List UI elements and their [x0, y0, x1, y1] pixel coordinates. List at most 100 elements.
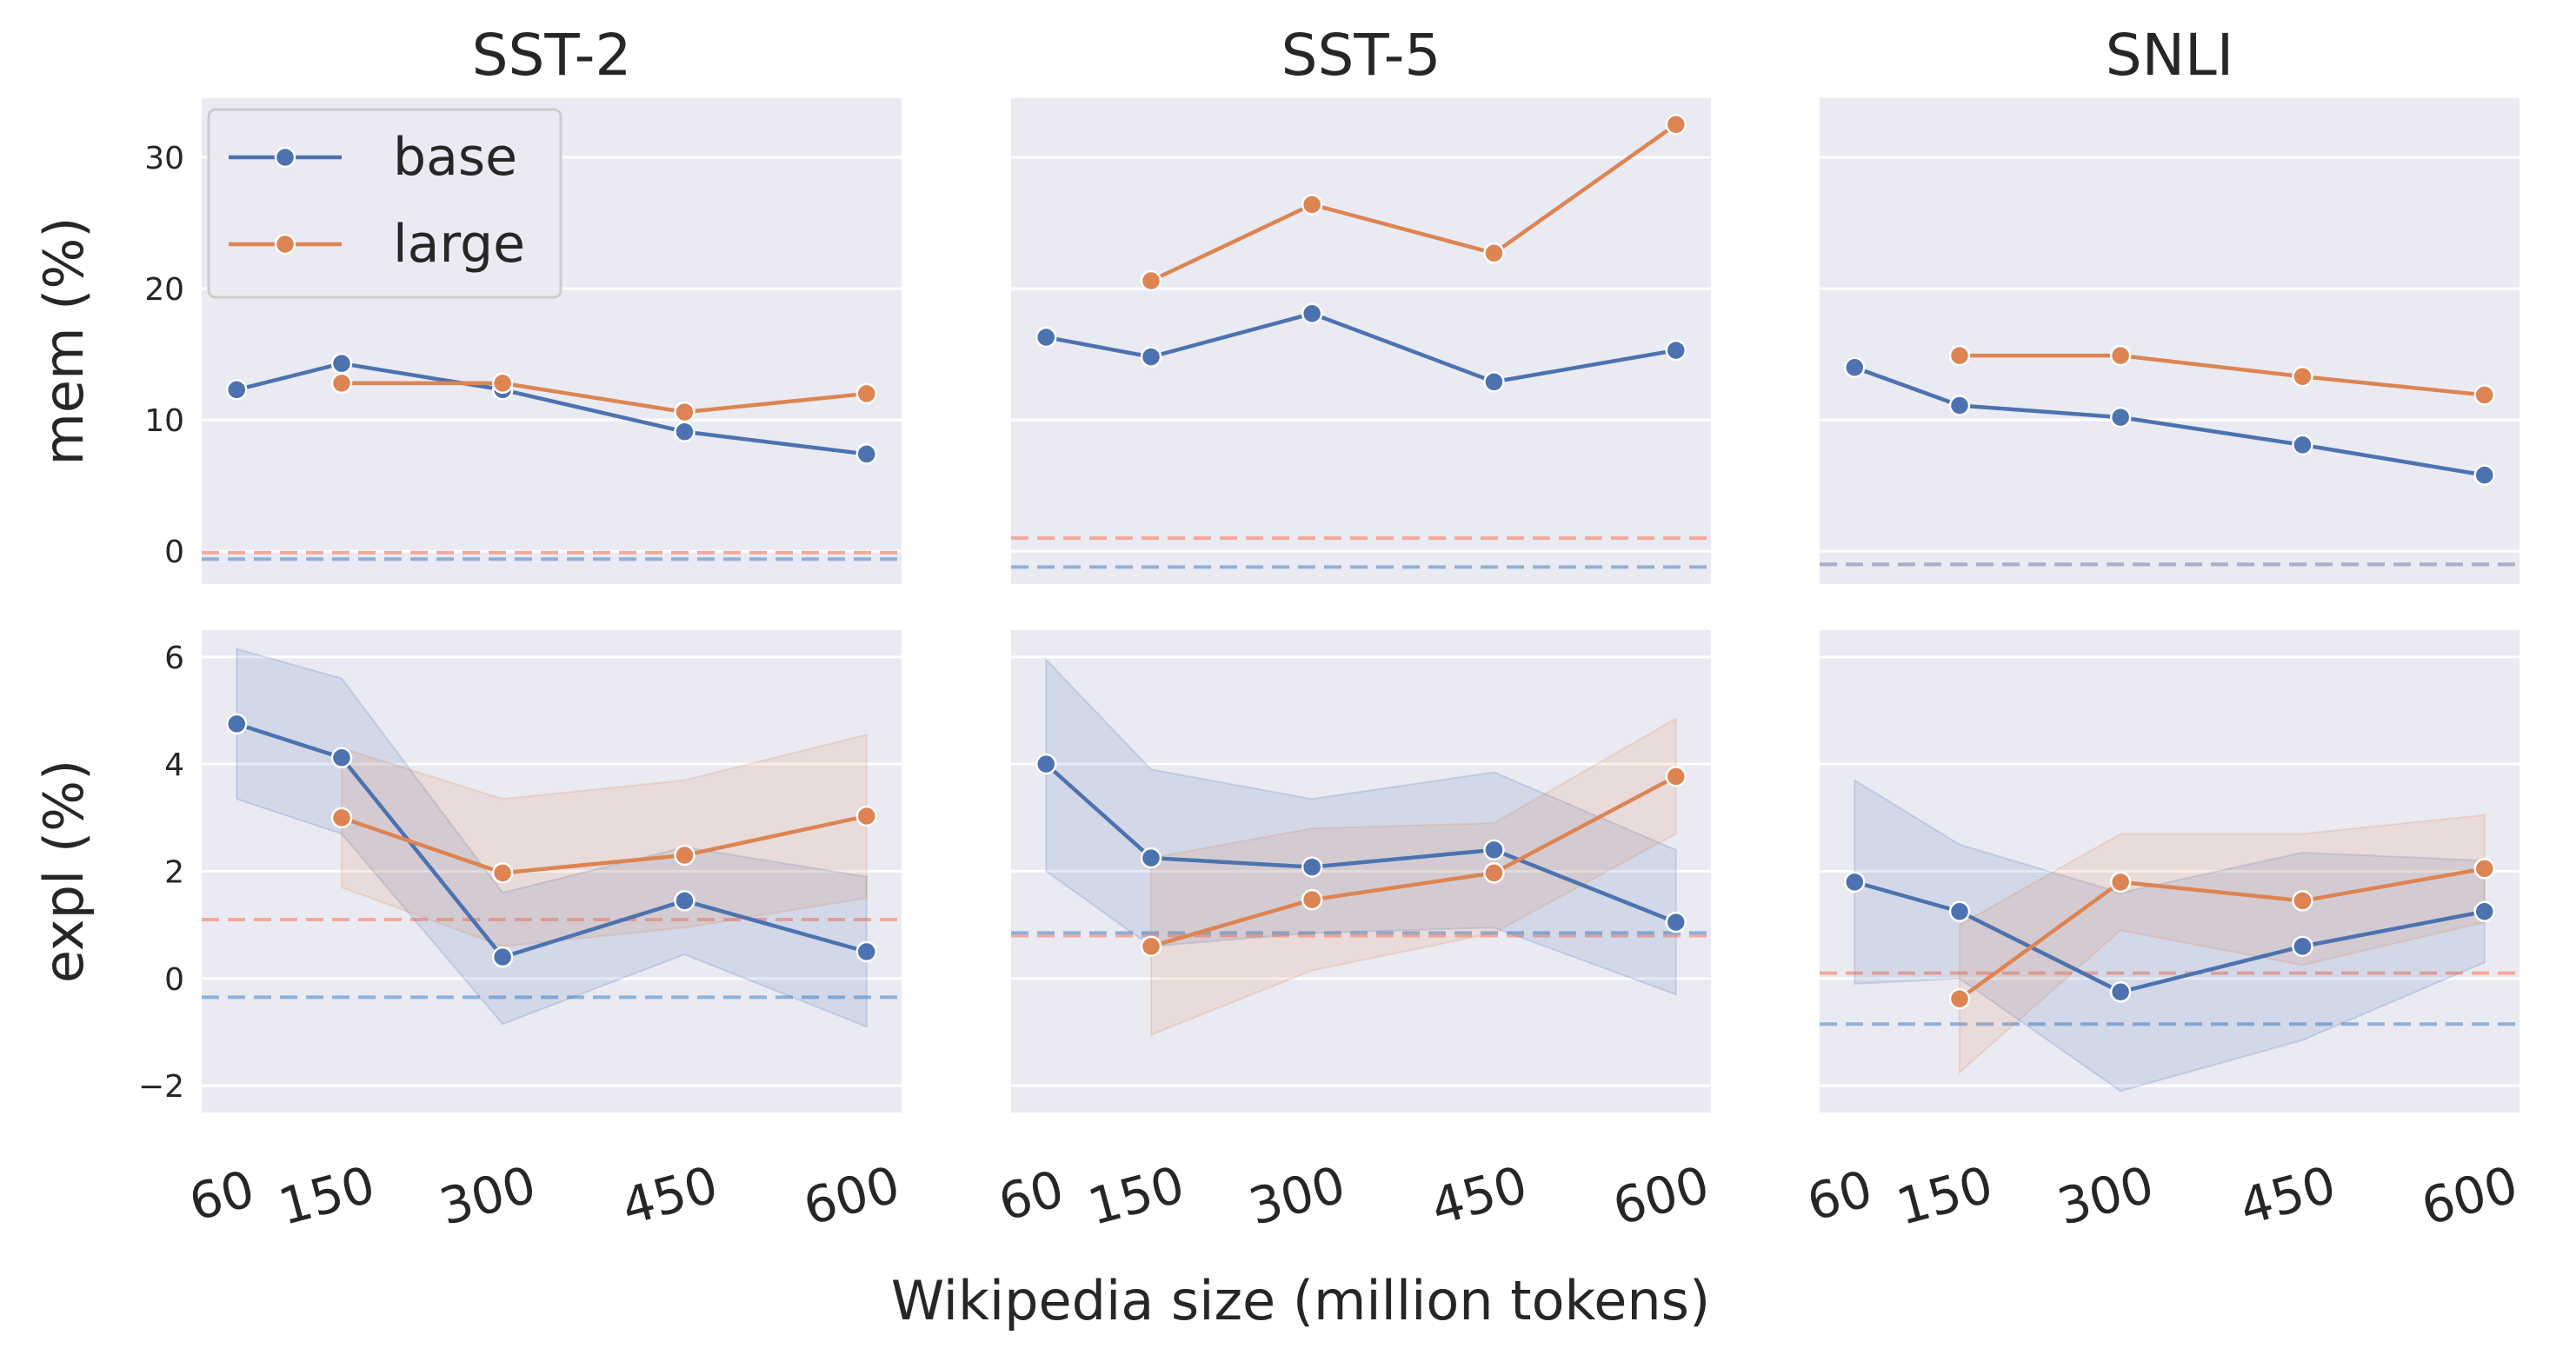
- confidence-band-base: [1854, 778, 2486, 1093]
- legend-marker-large: [274, 233, 296, 256]
- data-point-large: [1140, 269, 1162, 292]
- x-tick-label: 600: [797, 1155, 906, 1237]
- legend-label-large: large: [393, 214, 525, 275]
- y-tick-label: 30: [144, 141, 184, 176]
- x-tick-label: 60: [993, 1159, 1070, 1232]
- y-tick-label: −2: [138, 1069, 184, 1105]
- data-point-base: [2109, 406, 2132, 428]
- data-point-base: [226, 379, 248, 401]
- data-point-base: [1844, 871, 1866, 893]
- series-line-large: [1960, 353, 2485, 397]
- y-tick-label: 4: [164, 747, 184, 783]
- data-point-large: [2292, 366, 2313, 388]
- x-tick-label: 150: [1082, 1155, 1191, 1237]
- data-point-base: [1948, 395, 1971, 416]
- data-point-base: [2292, 434, 2313, 456]
- data-point-base: [1301, 856, 1323, 878]
- data-point-large: [1483, 862, 1505, 884]
- x-tick-label: 300: [1243, 1155, 1352, 1237]
- legend-marker-base: [274, 146, 296, 169]
- panel-snli-expl: [1820, 630, 2519, 1113]
- series-line-large: [1150, 123, 1678, 283]
- x-tick-label: 450: [2233, 1155, 2342, 1237]
- confidence-band-large: [341, 733, 868, 947]
- data-point-large: [491, 372, 514, 395]
- data-point-base: [2473, 464, 2495, 486]
- y-axis-label: mem (%): [32, 217, 96, 466]
- panel-title: SNLI: [2106, 22, 2234, 89]
- data-point-base: [491, 946, 514, 968]
- series-line-large: [342, 381, 867, 415]
- panel-title: SST-2: [472, 22, 632, 89]
- x-tick-label: 450: [1425, 1155, 1534, 1237]
- y-axis-label: expl (%): [32, 760, 96, 983]
- x-tick-label: 60: [1801, 1159, 1879, 1232]
- data-point-base: [1035, 753, 1057, 775]
- y-tick-label: 2: [164, 855, 184, 891]
- data-point-large: [855, 382, 877, 405]
- panel-background: [1011, 98, 1711, 584]
- confidence-band-large: [1150, 717, 1677, 1037]
- confidence-band-base: [1045, 657, 1677, 996]
- data-point-base: [855, 940, 877, 963]
- panel-title: SST-5: [1281, 22, 1441, 89]
- column-titles: SST-2 SST-5 SNLI: [472, 22, 2234, 89]
- x-axis-label: Wikipedia size (million tokens): [891, 1269, 1710, 1332]
- panel-sst2-expl: −2 0 2 4 6: [138, 630, 902, 1113]
- x-tick-label: 600: [1607, 1155, 1715, 1237]
- data-point-large: [1948, 344, 1971, 367]
- data-point-large: [1948, 988, 1971, 1010]
- data-point-large: [2473, 858, 2495, 880]
- y-tick-label: 10: [144, 403, 184, 439]
- data-point-large: [2109, 871, 2132, 893]
- data-point-large: [491, 862, 514, 884]
- x-tick-label: 600: [2415, 1155, 2524, 1237]
- data-point-large: [330, 372, 353, 395]
- data-point-large: [674, 844, 696, 867]
- y-tick-label: 0: [164, 535, 184, 570]
- x-tick-label: 150: [273, 1155, 382, 1237]
- data-point-large: [1665, 766, 1687, 787]
- data-point-base: [1948, 900, 1971, 922]
- data-point-large: [2292, 890, 2313, 912]
- data-point-large: [1301, 888, 1323, 911]
- confidence-band-base: [236, 648, 868, 1028]
- data-point-large: [1665, 113, 1687, 136]
- panels: 0 10 20 30 −2 0 2 4 6: [138, 98, 2519, 1113]
- data-point-large: [2109, 344, 2132, 367]
- data-point-large: [1483, 242, 1505, 264]
- legend: base large: [207, 108, 562, 299]
- panel-sst5-mem: [1011, 98, 1711, 584]
- data-point-base: [1665, 911, 1687, 933]
- panel-snli-mem: [1820, 98, 2519, 584]
- data-point-base: [674, 890, 696, 912]
- data-point-large: [1140, 935, 1162, 958]
- y-tick-label: 6: [164, 641, 184, 676]
- data-point-base: [1483, 371, 1505, 393]
- data-point-base: [1483, 839, 1505, 861]
- data-point-base: [2109, 981, 2132, 1003]
- data-point-large: [1301, 194, 1323, 216]
- x-tick-labels: 60 150 300 450 600 60 150 300 450 600 60 150 300 450 6…: [183, 1155, 2524, 1237]
- data-point-base: [2292, 935, 2313, 958]
- data-point-base: [1844, 356, 1866, 378]
- data-point-base: [2473, 900, 2495, 922]
- panel-sst5-expl: [1011, 630, 1711, 1113]
- series-line-large: [341, 814, 868, 875]
- x-tick-label: 60: [183, 1159, 261, 1232]
- data-point-base: [1665, 339, 1687, 362]
- data-point-base: [1140, 847, 1162, 869]
- confidence-band-large: [1959, 814, 2486, 1074]
- y-tick-label: 0: [164, 962, 184, 998]
- data-point-base: [855, 443, 877, 465]
- data-point-base: [1301, 302, 1323, 325]
- x-tick-label: 450: [616, 1155, 724, 1237]
- panel-background: [1820, 98, 2519, 584]
- x-tick-label: 300: [434, 1155, 542, 1237]
- data-point-large: [330, 807, 353, 829]
- row-labels: mem (%) expl (%): [32, 217, 96, 984]
- x-tick-label: 300: [2052, 1155, 2160, 1237]
- legend-label-base: base: [393, 127, 517, 188]
- data-point-base: [674, 421, 696, 442]
